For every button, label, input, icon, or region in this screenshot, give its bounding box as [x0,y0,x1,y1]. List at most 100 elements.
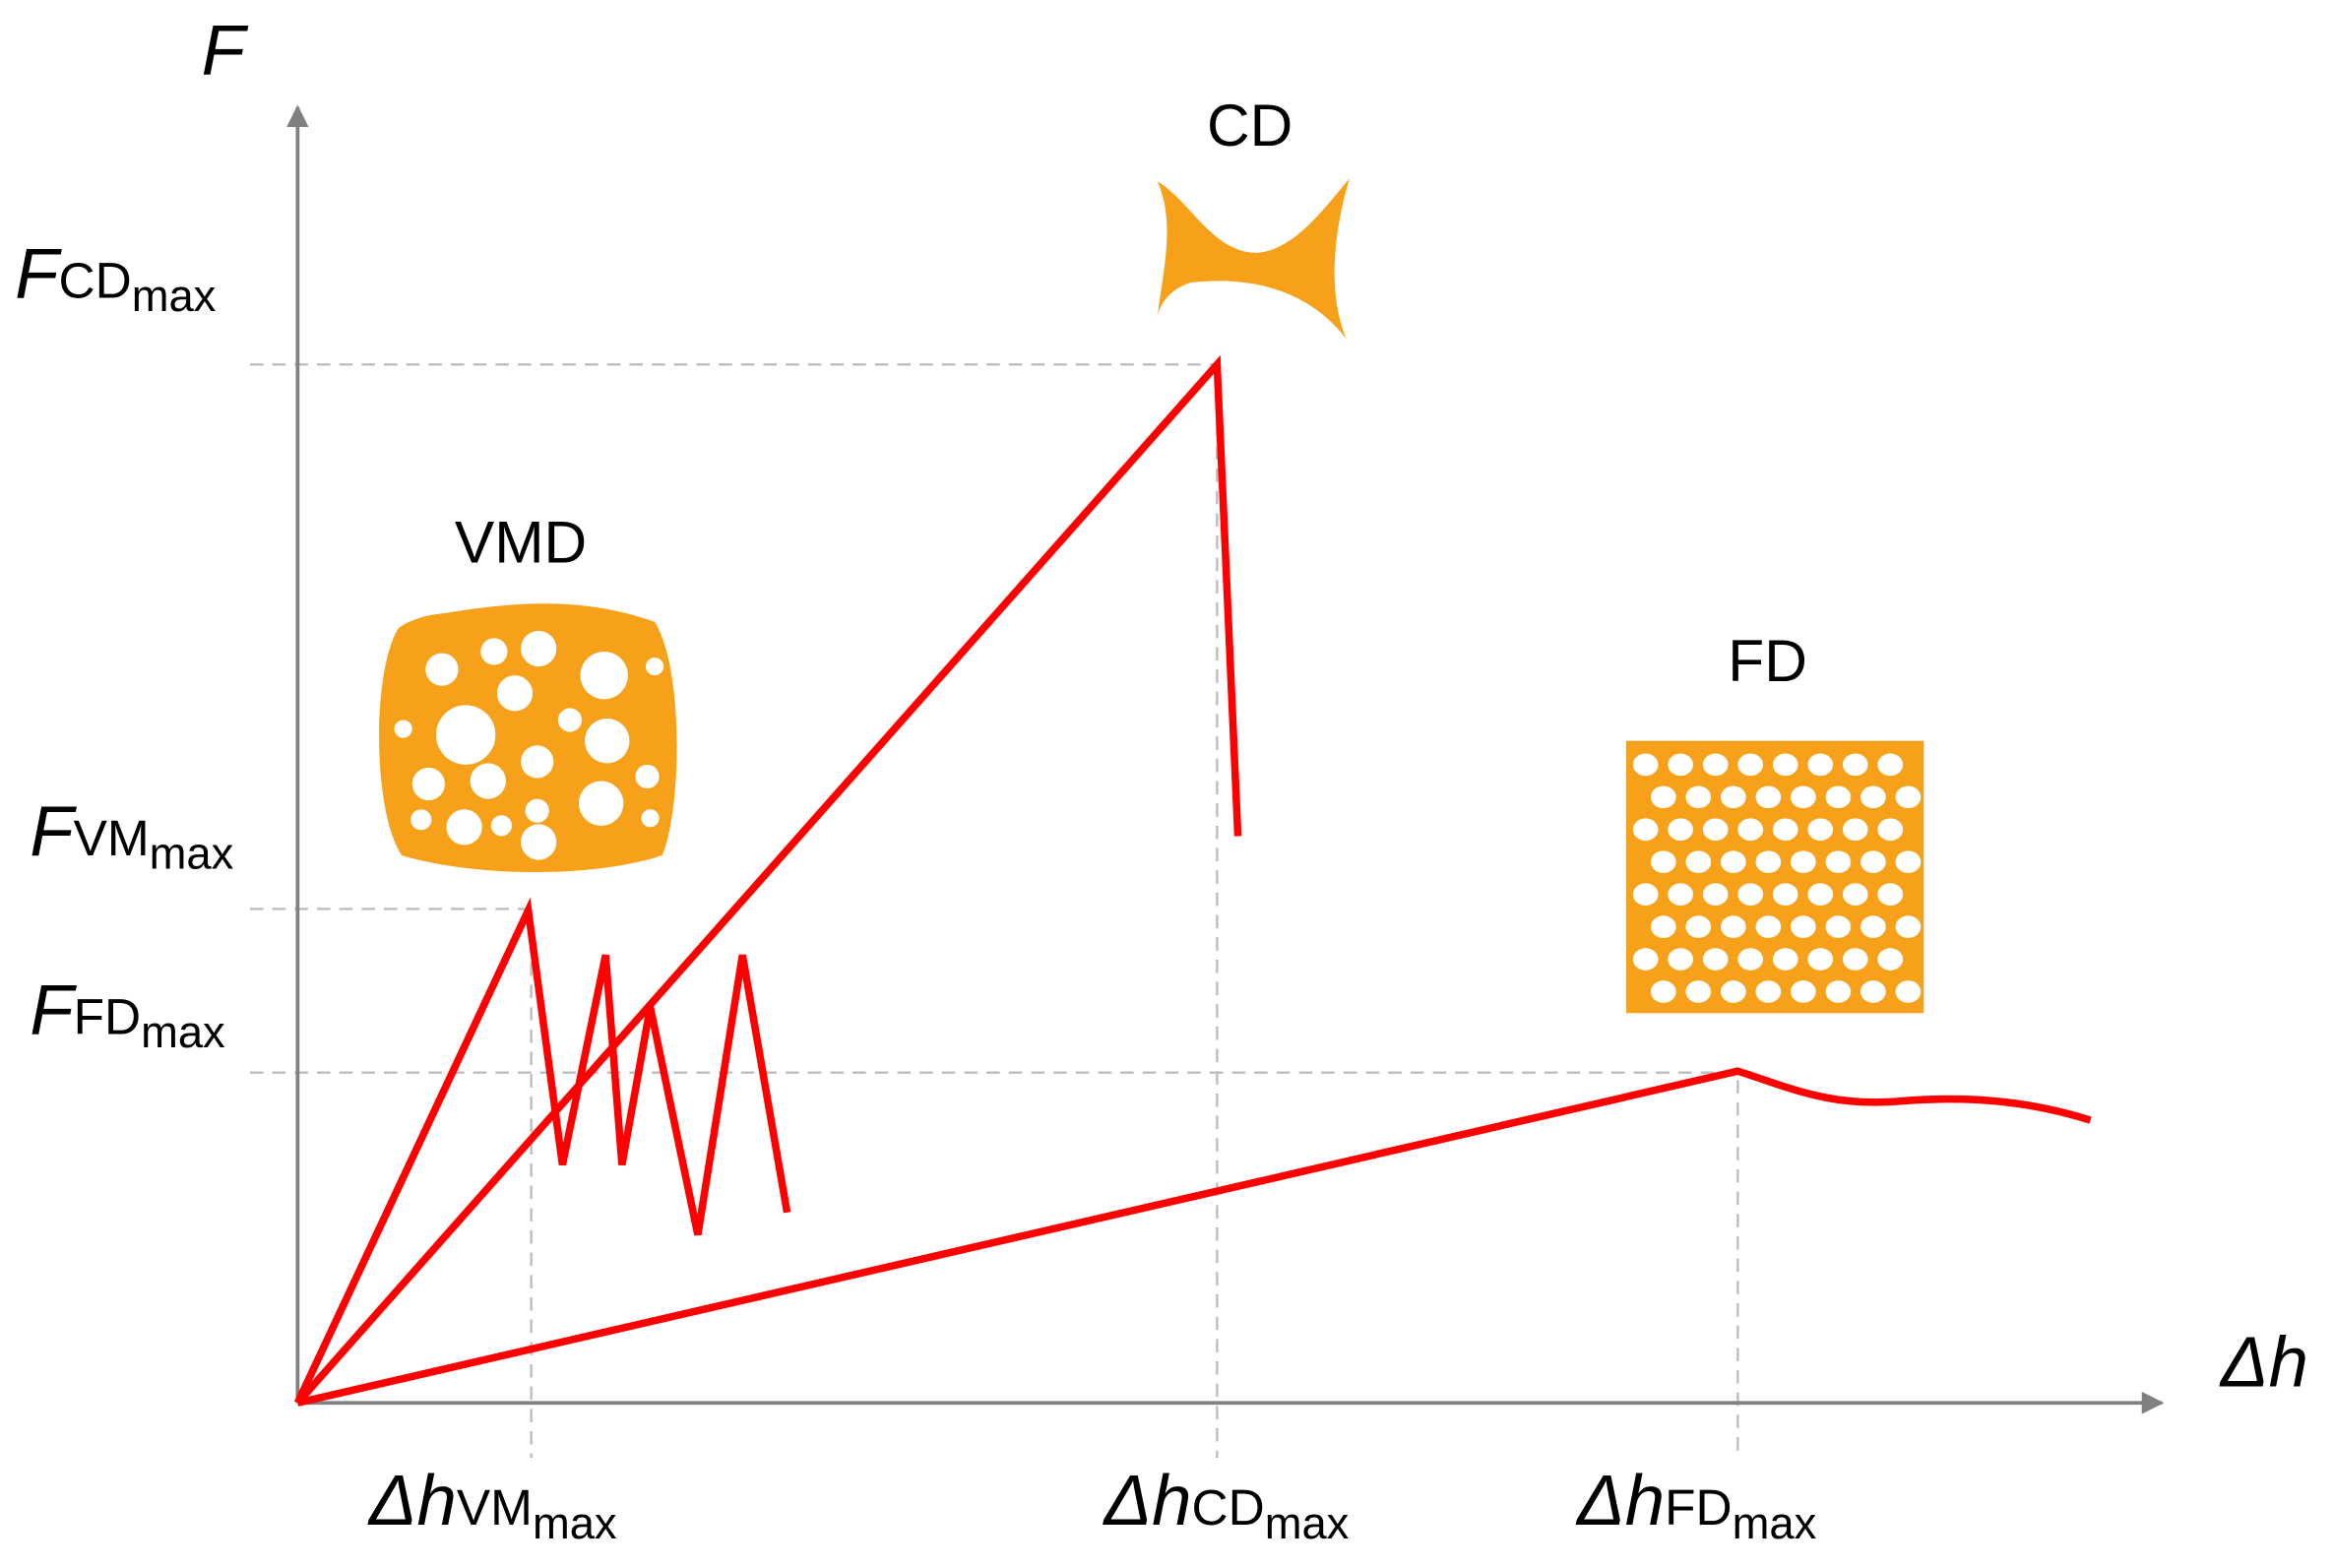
hole [1668,753,1694,777]
hole [1825,850,1852,874]
hole [411,767,445,801]
hole [1755,785,1782,809]
hole [1737,948,1764,971]
subscript: FD [1665,1478,1732,1536]
hole [1807,753,1834,777]
symbol: F [30,791,77,871]
hole [1772,753,1798,777]
hole [1860,915,1886,938]
hole [580,651,628,700]
y-tick-label: FVMmax [30,791,233,879]
hole [1685,980,1712,1003]
hole [1895,980,1922,1003]
symbol: F [30,970,77,1049]
hole [490,815,512,837]
subscript: CD [59,251,132,308]
hole [1860,980,1886,1003]
symbol: Δh [1103,1461,1192,1540]
hole [646,658,664,676]
hole [1668,818,1694,842]
hole [480,638,508,665]
hole [585,718,630,764]
hole [1737,883,1764,906]
hole [394,720,412,738]
hole [521,745,554,779]
hole [1895,850,1922,874]
hole [435,705,496,765]
hole [525,798,549,823]
hole [1791,915,1816,938]
hole [1755,850,1782,874]
x-tick-label: ΔhFDmax [1575,1461,1816,1548]
hole [635,764,660,789]
hole [496,675,534,712]
hole [1807,818,1834,842]
y-axis-label: F [202,11,249,91]
shape-label: CD [1207,92,1293,158]
y-tick-label: FFDmax [30,970,225,1057]
hole [1860,850,1886,874]
hole [1842,818,1868,842]
hole [425,653,459,686]
shape-label: VMD [455,508,587,575]
hole [1755,915,1782,938]
y-tick-label: FCDmax [15,233,216,321]
hole [1842,948,1868,971]
hole [1772,818,1798,842]
hole [557,708,583,732]
shape-label: FD [1728,627,1807,694]
hole [1668,948,1694,971]
vmd-shape [379,603,677,873]
subscript: max [132,271,217,321]
hole [1702,883,1729,906]
hole [1737,818,1764,842]
fd-curve [296,1067,2092,1407]
hole [1825,915,1852,938]
hole [1895,785,1922,809]
hole [579,781,624,826]
x-tick-label: ΔhCDmax [1103,1461,1350,1548]
hole [1685,915,1712,938]
hole [1825,980,1852,1003]
cd-shape [1157,178,1350,340]
subscript: max [141,1007,225,1057]
hole [446,809,482,846]
symbol: Δh [1575,1461,1665,1540]
hole [1632,883,1659,906]
hole [521,824,557,860]
hole [1791,850,1816,874]
hole [1772,883,1798,906]
hole [641,809,660,828]
hole [1632,948,1659,971]
hole [1720,850,1746,874]
hole [1877,948,1904,971]
hole [410,809,432,831]
hole [1632,753,1659,777]
hole [1807,948,1834,971]
hole [1650,850,1676,874]
hole [1632,818,1659,842]
hole [1702,753,1729,777]
subscript: VM [74,809,150,866]
symbol: Δh [367,1461,457,1540]
subscript: max [1265,1498,1350,1548]
hole [521,630,557,667]
x-tick-label: ΔhVMmax [367,1461,617,1548]
subscript: FD [74,987,141,1044]
hole [1755,980,1782,1003]
subscript: max [150,829,234,879]
hole [1720,915,1746,938]
hole [1650,980,1676,1003]
fd-shape [1626,740,1924,1014]
hole [1842,753,1868,777]
hole [470,763,506,799]
hole [1650,915,1676,938]
hole [1825,785,1852,809]
subscript: max [1733,1498,1817,1548]
hole [1860,785,1886,809]
hole [1842,883,1868,906]
hole [1702,948,1729,971]
hole [1737,753,1764,777]
